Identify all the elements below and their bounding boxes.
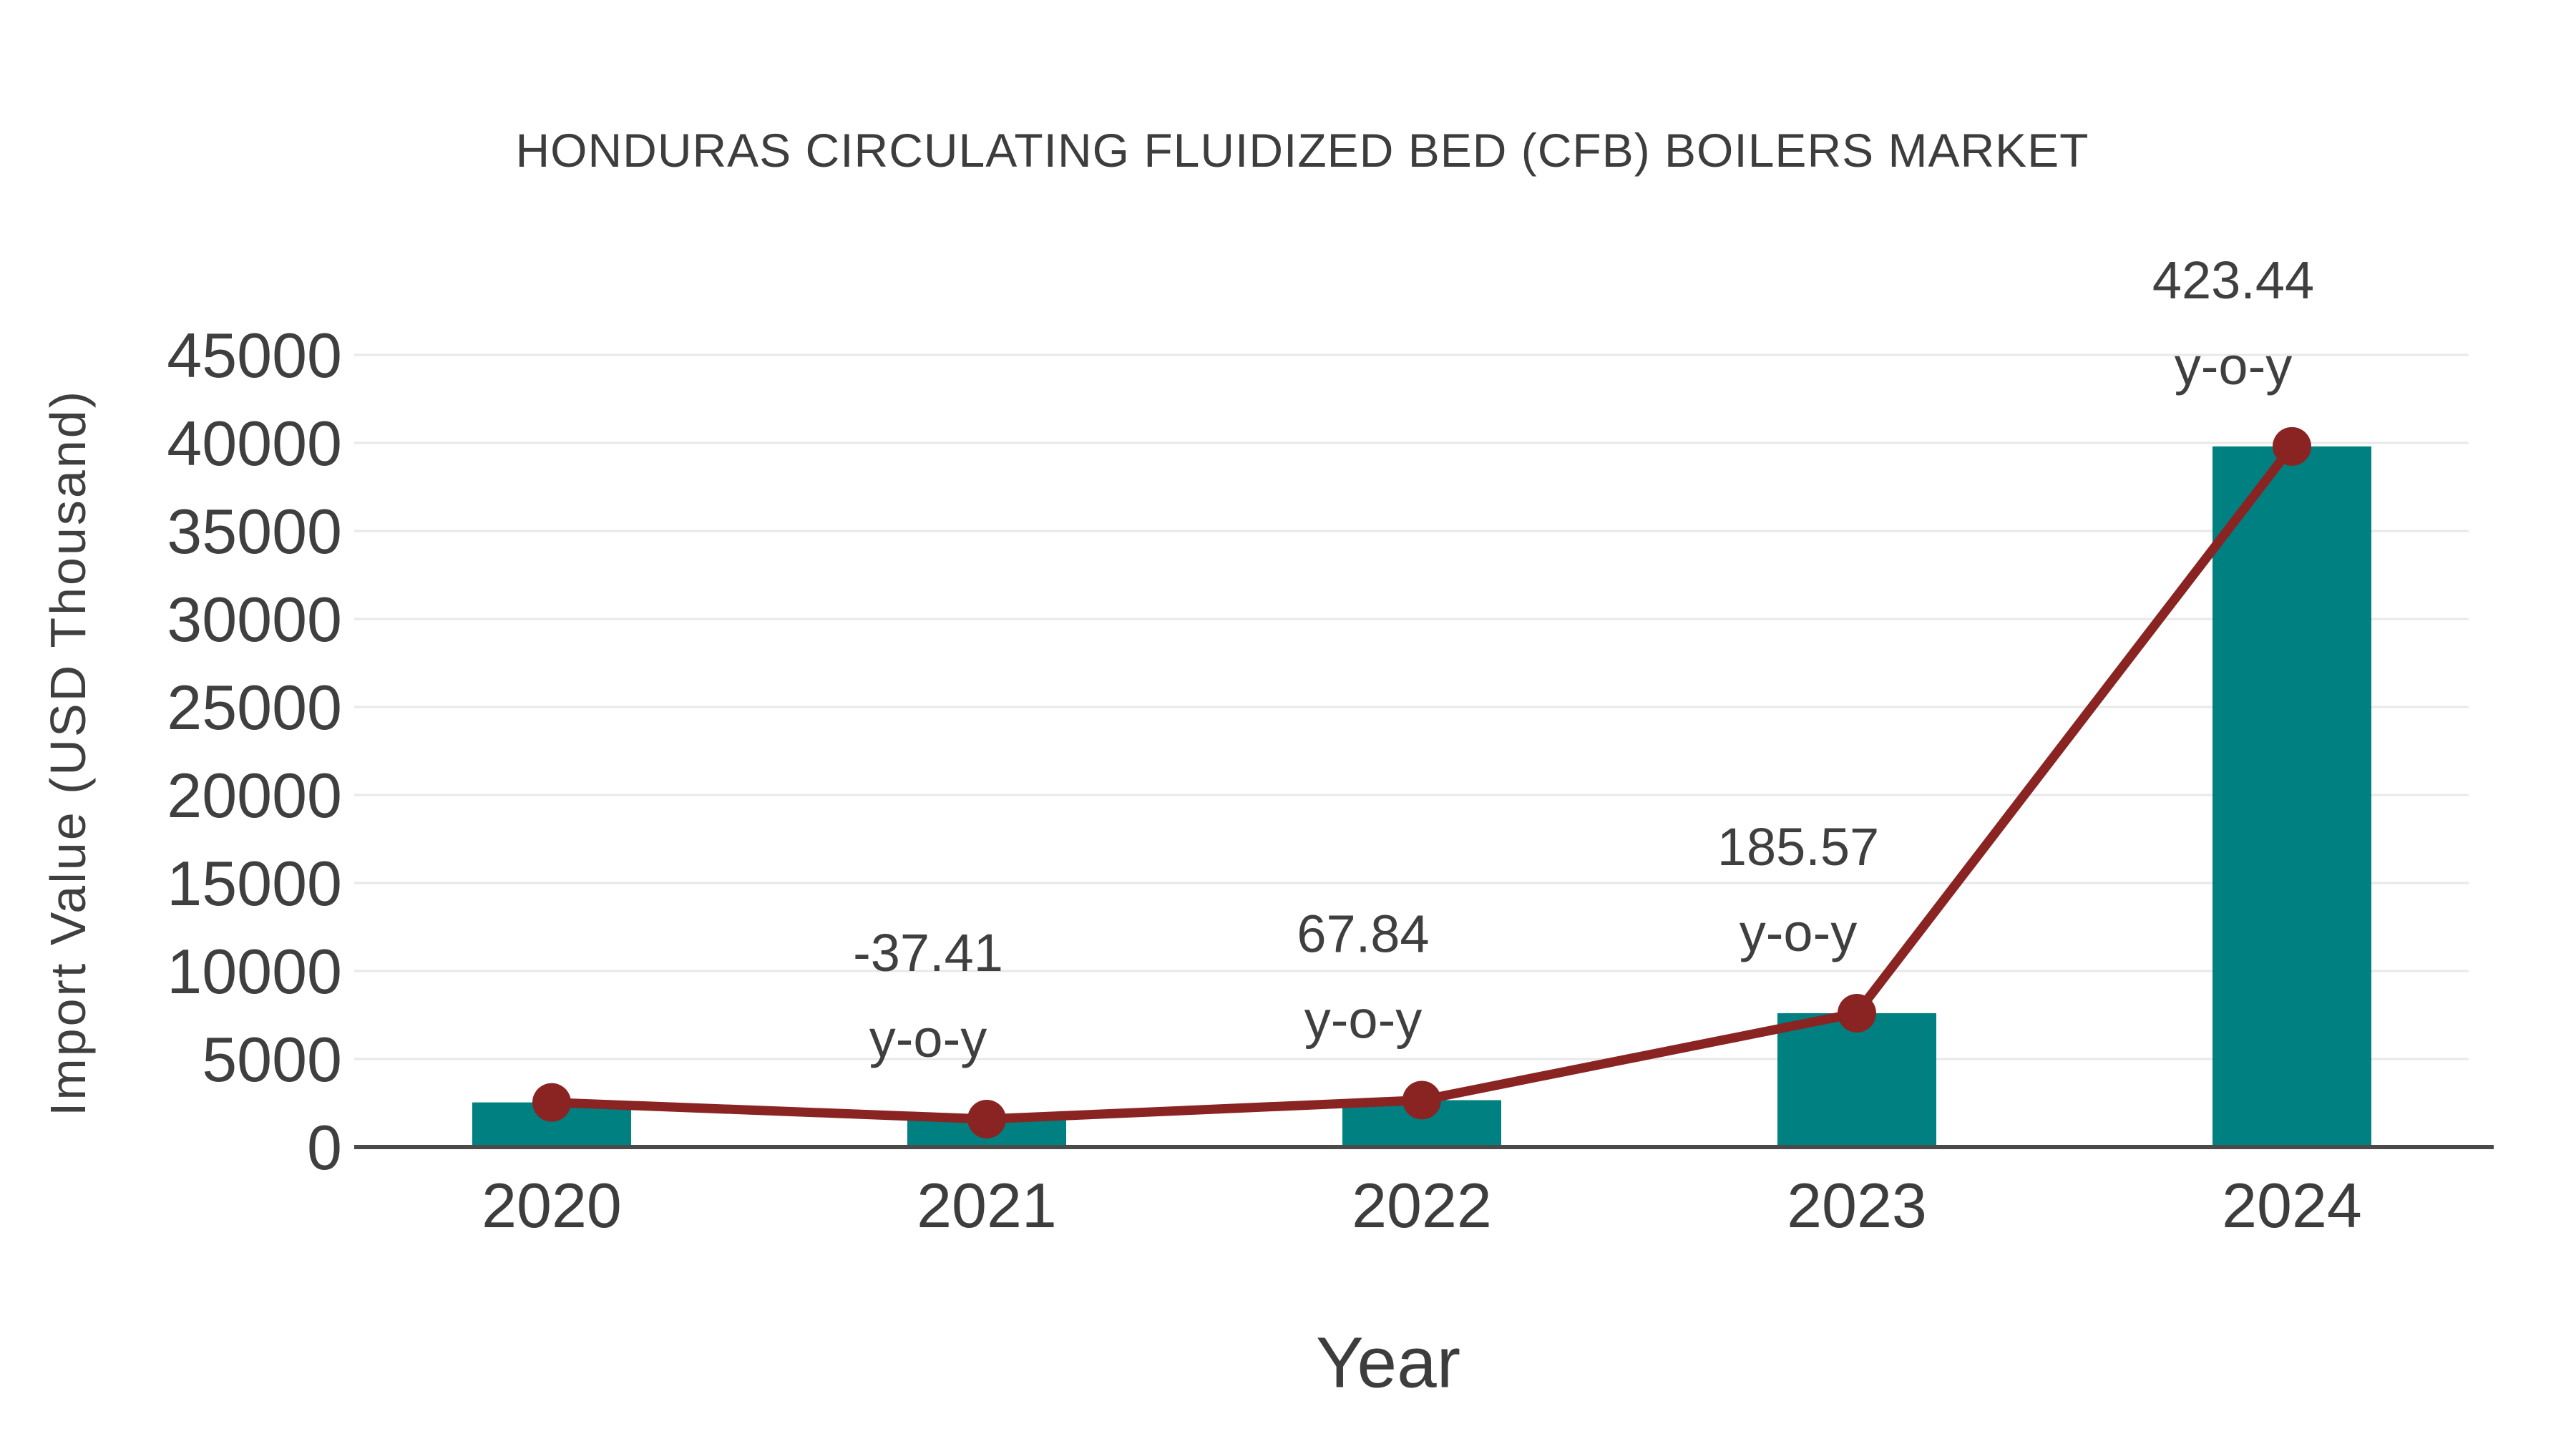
y-tick-label-5000: 5000	[202, 1024, 342, 1095]
y-tick-label-45000: 45000	[167, 320, 342, 391]
x-axis-title: Year	[1315, 1322, 1461, 1403]
y-tick-label-0: 0	[307, 1112, 342, 1183]
annotation-unit-2023: y-o-y	[1740, 903, 1857, 962]
chart-title: HONDURAS CIRCULATING FLUIDIZED BED (CFB)…	[515, 124, 2089, 177]
marker-2023	[1838, 993, 1876, 1033]
bar-2024	[2212, 446, 2371, 1147]
x-tick-label-2023: 2023	[1787, 1170, 1927, 1241]
y-tick-label-40000: 40000	[167, 408, 342, 479]
marker-2021	[967, 1099, 1006, 1138]
y-tick-label-35000: 35000	[167, 496, 342, 567]
annotation-unit-2021: y-o-y	[869, 1009, 987, 1068]
annotation-unit-2022: y-o-y	[1304, 990, 1422, 1049]
annotation-unit-2024: y-o-y	[2175, 336, 2292, 396]
marker-2020	[532, 1083, 571, 1122]
x-tick-label-2022: 2022	[1352, 1170, 1492, 1241]
x-tick-label-2024: 2024	[2222, 1170, 2362, 1241]
annotation-value-2023: 185.57	[1717, 817, 1879, 877]
y-axis-title: Import Value (USD Thousand)	[40, 389, 96, 1117]
y-tick-label-25000: 25000	[167, 672, 342, 743]
y-tick-label-30000: 30000	[167, 584, 342, 655]
annotation-value-2022: 67.84	[1297, 904, 1429, 963]
annotation-value-2021: -37.41	[853, 923, 1003, 982]
x-tick-label-2021: 2021	[917, 1170, 1057, 1241]
marker-2024	[2273, 426, 2311, 466]
bar-2023	[1777, 1013, 1936, 1147]
y-tick-label-15000: 15000	[167, 848, 342, 919]
marker-2022	[1402, 1080, 1441, 1120]
y-tick-label-20000: 20000	[167, 760, 342, 831]
x-tick-label-2020: 2020	[482, 1170, 622, 1241]
y-tick-label-10000: 10000	[167, 936, 342, 1007]
annotation-value-2024: 423.44	[2152, 250, 2314, 310]
